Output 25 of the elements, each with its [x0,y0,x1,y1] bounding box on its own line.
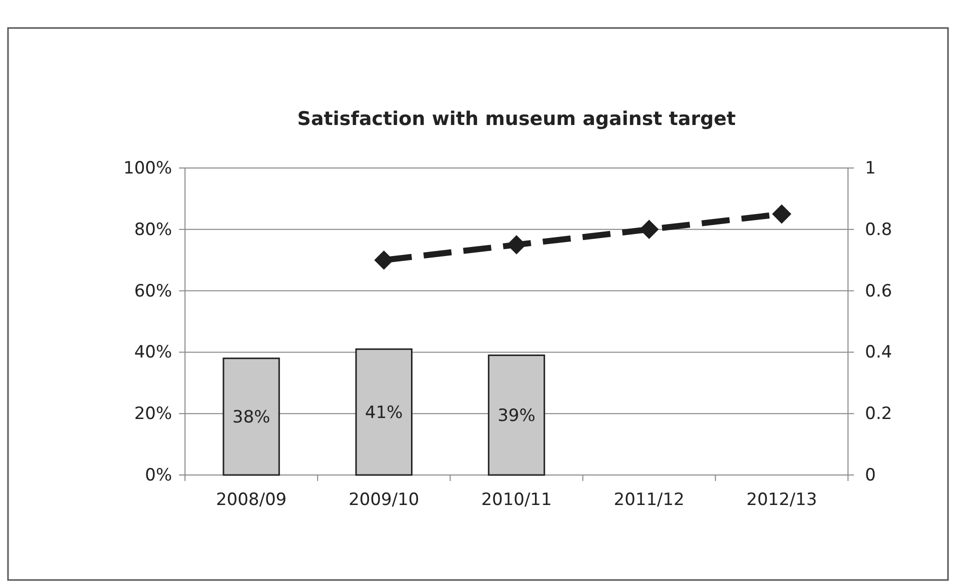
y2-tick-label: 0 [865,465,876,486]
y2-tick-label: 0.4 [865,342,892,363]
x-tick-label: 2010/11 [481,490,552,510]
point [507,235,526,254]
data-label: 38% [232,408,270,428]
y-tick-label: 80% [134,220,172,240]
y-tick-label: 0% [145,465,172,486]
y2-tick-label: 0.2 [865,404,892,424]
x-tick-label: 2008/09 [216,490,287,510]
y-tick-label: 60% [134,281,172,302]
x-tick-label: 2012/13 [746,490,818,510]
point [772,204,792,224]
y-tick-label: 40% [134,342,172,363]
y-tick-label: 100% [123,158,172,178]
point [374,250,394,270]
y-tick-label: 20% [134,404,172,424]
y2-tick-label: 1 [865,158,876,178]
y2-tick-label: 0.6 [865,281,892,302]
chart-title: Satisfaction with museum against target [297,108,736,130]
data-label: 39% [498,406,536,426]
point [640,220,659,239]
x-tick-label: 2011/12 [614,490,684,510]
data-label: 41% [365,403,403,424]
y2-tick-label: 0.8 [865,220,892,240]
x-tick-label: 2009/10 [348,490,420,510]
